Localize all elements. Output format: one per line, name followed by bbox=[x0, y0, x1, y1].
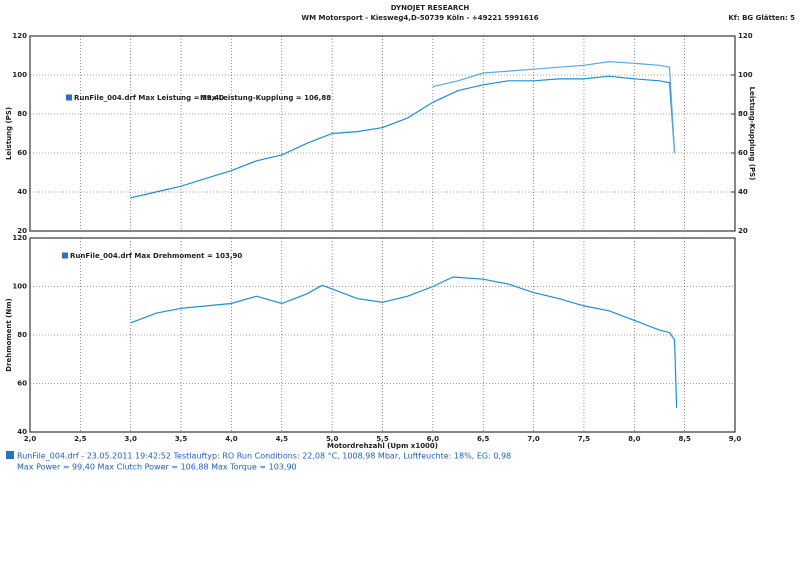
x-tick-label: 5,5 bbox=[376, 435, 389, 443]
series-line bbox=[130, 276, 678, 408]
y-tick-label: 80 bbox=[17, 331, 27, 339]
y-tick-label: 120 bbox=[12, 234, 27, 242]
legend-icon bbox=[66, 94, 72, 101]
y-tick-label: 40 bbox=[17, 428, 27, 436]
x-tick-label: 8,5 bbox=[678, 435, 691, 443]
x-tick-label: 8,0 bbox=[628, 435, 641, 443]
x-tick-label: 6,5 bbox=[477, 435, 490, 443]
y-tick-label: 40 bbox=[17, 188, 27, 196]
header-settings: Kf: BG Glätten: 5 bbox=[728, 14, 795, 22]
x-tick-label: 7,0 bbox=[527, 435, 540, 443]
y2-tick-label: 120 bbox=[738, 32, 753, 40]
y-axis-label: Leistung (PS) bbox=[5, 107, 13, 160]
x-tick-label: 7,5 bbox=[578, 435, 591, 443]
legend-label: RunFile_004.drf Max Drehmoment = 103,90 bbox=[70, 252, 242, 260]
y-tick-label: 20 bbox=[17, 227, 27, 235]
y-tick-label: 120 bbox=[12, 32, 27, 40]
y-tick-label: 80 bbox=[17, 110, 27, 118]
x-tick-label: 4,5 bbox=[276, 435, 289, 443]
x-tick-label: 9,0 bbox=[729, 435, 742, 443]
y-tick-label: 60 bbox=[17, 149, 27, 157]
y-axis-label: Drehmoment (Nm) bbox=[5, 298, 13, 371]
series-line bbox=[432, 60, 676, 154]
x-tick-label: 2,0 bbox=[24, 435, 37, 443]
legend-icon bbox=[62, 252, 68, 259]
x-axis-label: Motordrehzahl (Upm x1000) bbox=[327, 442, 438, 450]
footer-line: Max Power = 99,40 Max Clutch Power = 106… bbox=[17, 463, 297, 472]
x-tick-label: 3,0 bbox=[125, 435, 138, 443]
y-tick-label: 60 bbox=[17, 380, 27, 388]
footer-icon bbox=[6, 451, 14, 459]
y2-tick-label: 40 bbox=[738, 188, 748, 196]
y-tick-label: 100 bbox=[12, 283, 27, 291]
y2-tick-label: 100 bbox=[738, 71, 753, 79]
y2-tick-label: 80 bbox=[738, 110, 748, 118]
footer-line: RunFile_004.drf - 23.05.2011 19:42:52 Te… bbox=[17, 452, 511, 461]
x-tick-label: 4,0 bbox=[225, 435, 238, 443]
header-subtitle: WM Motorsport - Kiesweg4,D-50739 Köln - … bbox=[301, 14, 538, 22]
x-tick-label: 5,0 bbox=[326, 435, 339, 443]
series-line bbox=[130, 75, 676, 199]
y2-tick-label: 20 bbox=[738, 227, 748, 235]
y-tick-label: 100 bbox=[12, 71, 27, 79]
x-tick-label: 3,5 bbox=[175, 435, 188, 443]
x-tick-label: 6,0 bbox=[427, 435, 440, 443]
legend-label: Max Leistung-Kupplung = 106,88 bbox=[200, 94, 331, 102]
header-title: DYNOJET RESEARCH bbox=[391, 4, 470, 12]
y2-axis-label: Leistung-Kupplung (PS) bbox=[748, 87, 756, 181]
y2-tick-label: 60 bbox=[738, 149, 748, 157]
x-tick-label: 2,5 bbox=[74, 435, 87, 443]
legend-label: RunFile_004.drf Max Leistung = 99,40 bbox=[74, 94, 224, 102]
